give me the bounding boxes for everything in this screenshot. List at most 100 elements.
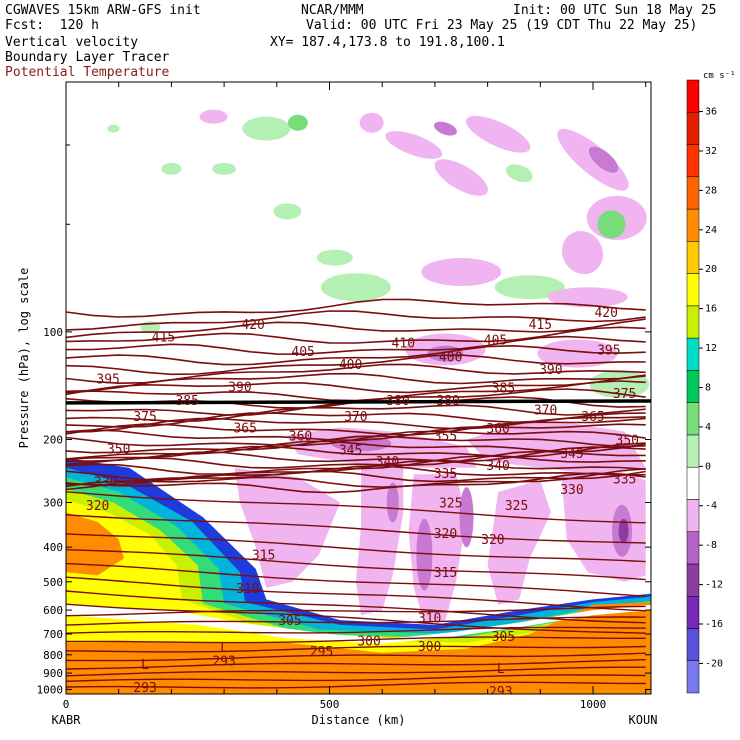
cross-section-endpoints: XY= 187.4,173.8 to 191.8,100.1 [270, 35, 505, 50]
y-tick-label: 600 [43, 604, 63, 617]
colorbar-swatch [686, 466, 700, 500]
colorbar-label: 28 [705, 185, 717, 196]
theta-contour [66, 417, 646, 436]
institution: NCAR/MMM [301, 3, 364, 18]
theta-label: 345 [560, 447, 583, 462]
colorbar-swatch [686, 499, 700, 532]
w-blob [316, 249, 353, 266]
theta-contour [66, 326, 646, 344]
theta-contour [66, 318, 646, 339]
w-blob [561, 231, 604, 275]
theta-contour [66, 605, 646, 617]
w-blob [547, 287, 628, 308]
w-blob [320, 273, 391, 302]
theta-label: 293 [133, 681, 156, 696]
tropopause-band [66, 399, 651, 405]
theta-contour [66, 576, 646, 612]
theta-label: 300 [357, 635, 380, 650]
valid-time: Valid: 00 UTC Fri 23 May 25 (19 CDT Thu … [306, 18, 698, 33]
theta-label: 420 [241, 318, 264, 333]
theta-contour [66, 674, 646, 682]
theta-contour [66, 491, 646, 524]
theta-label: 350 [107, 443, 130, 458]
theta-contour [66, 468, 646, 489]
theta-label: 360 [289, 430, 312, 445]
theta-label: 410 [392, 336, 415, 351]
colorbar-swatch [686, 434, 700, 468]
w-blob [199, 109, 228, 124]
x-axis-label: Distance (km) [312, 713, 406, 727]
colorbar-swatch [686, 273, 700, 307]
theta-contour [66, 430, 646, 447]
w-blob [505, 164, 533, 183]
theta-contour [66, 442, 646, 461]
theta-contour [66, 603, 646, 634]
theta-label: 380 [436, 394, 459, 409]
theta-label: 315 [434, 566, 457, 581]
theta-label: 350 [616, 434, 639, 449]
theta-contour [66, 626, 646, 634]
w-blob [273, 203, 302, 220]
theta-contour [66, 514, 646, 544]
theta-contour [66, 372, 646, 393]
theta-contour [66, 450, 646, 469]
theta-label: 320 [434, 527, 457, 542]
downdraft-core [386, 482, 399, 523]
theta-label: L [497, 662, 505, 677]
colorbar-label: 12 [705, 343, 717, 354]
y-tick-label: 500 [43, 576, 63, 589]
theta-contour [66, 659, 646, 670]
init-time: Init: 00 UTC Sun 18 May 25 [513, 3, 717, 18]
theta-label: 305 [492, 630, 515, 645]
theta-label: 305 [278, 614, 301, 629]
theta-label: 415 [529, 318, 552, 333]
colorbar-swatch [686, 305, 700, 339]
theta-contour [66, 404, 646, 423]
w-blob [537, 339, 618, 368]
w-blob [434, 159, 488, 196]
w-blob [359, 112, 384, 133]
colorbar-label: -4 [705, 501, 717, 512]
theta-label: 335 [434, 467, 457, 482]
theta-label: 330 [94, 475, 117, 490]
theta-contour [66, 465, 646, 486]
colorbar-swatch [686, 208, 700, 242]
theta-label: 325 [439, 496, 462, 511]
plot-frame [65, 81, 652, 695]
colorbar-label: 4 [705, 422, 711, 433]
plot-area: 420 415 405 410 405 415 420 395 390 400 400 390 395 3… [66, 109, 651, 700]
x-tick-label: 500 [320, 698, 340, 711]
theta-contour [66, 645, 646, 653]
colorbar-swatch [686, 563, 700, 597]
y-tick-label: 1000 [37, 683, 64, 696]
tracer-layer [66, 512, 124, 576]
theta-label: 400 [339, 358, 362, 373]
w-blob [385, 131, 443, 159]
theta-contour [66, 374, 646, 396]
theta-label: 293 [489, 685, 512, 700]
theta-label: L [220, 641, 228, 656]
theta-contour [66, 335, 646, 356]
colorbar-label: 16 [705, 304, 717, 315]
theta-contour [66, 354, 646, 376]
theta-label: 400 [439, 350, 462, 365]
x-tick-label: 0 [63, 698, 70, 711]
field-boundary-layer-tracer: Boundary Layer Tracer [5, 50, 170, 65]
theta-contour [66, 549, 646, 581]
w-blob [494, 275, 565, 300]
theta-label: 390 [539, 363, 562, 378]
theta-label: L [141, 658, 149, 673]
y-tick-label: 100 [43, 326, 63, 339]
w-blob [242, 116, 291, 141]
colorbar-swatch [686, 79, 700, 113]
theta-contour [66, 666, 646, 677]
w-blob [107, 124, 120, 133]
colorbar-swatch [686, 112, 700, 145]
colorbar-swatch [686, 176, 700, 210]
colorbar-unit: cm s⁻¹ [703, 71, 736, 81]
colorbar-swatch [686, 628, 700, 661]
colorbar-label: -12 [705, 580, 723, 591]
theta-label: 420 [594, 306, 617, 321]
theta-label: 345 [339, 443, 362, 458]
